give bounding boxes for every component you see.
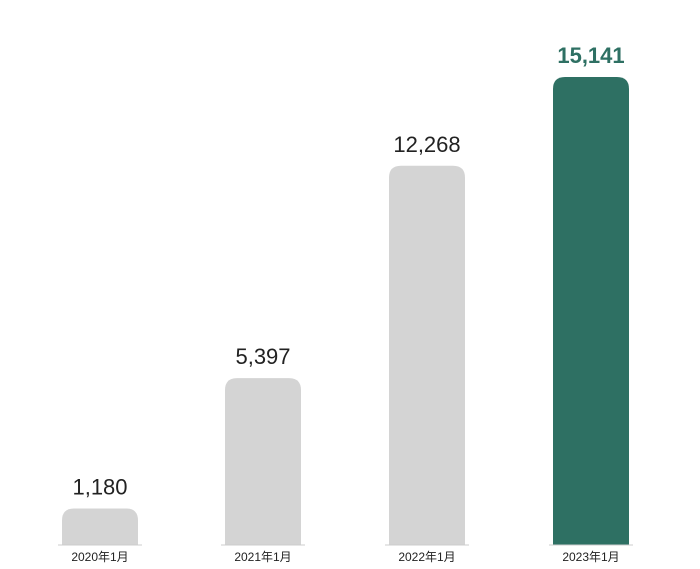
bar <box>225 378 301 545</box>
x-tick-label: 2021年1月 <box>234 550 291 564</box>
bar <box>553 77 629 545</box>
value-label: 15,141 <box>557 43 624 68</box>
x-tick-label: 2023年1月 <box>562 550 619 564</box>
value-label: 5,397 <box>235 344 290 369</box>
x-tick-label: 2022年1月 <box>398 550 455 564</box>
bar <box>62 508 138 545</box>
value-label: 1,180 <box>72 475 127 500</box>
value-label: 12,268 <box>393 132 460 157</box>
x-tick-label: 2020年1月 <box>71 550 128 564</box>
bar <box>389 165 465 545</box>
